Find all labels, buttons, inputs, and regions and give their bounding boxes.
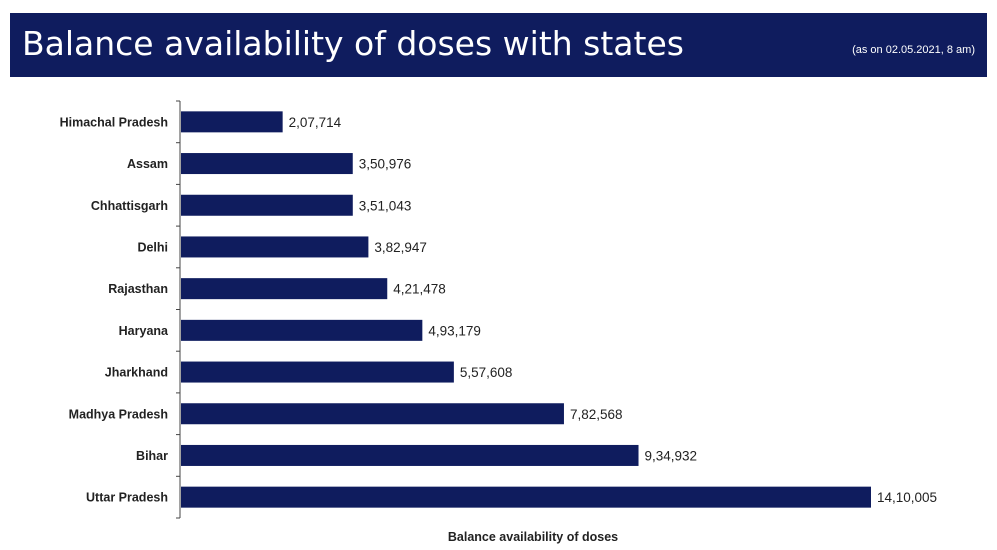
- bar: [181, 361, 454, 383]
- bar: [181, 486, 871, 508]
- data-label: 3,50,976: [359, 157, 412, 172]
- x-axis-label: Balance availability of doses: [448, 530, 618, 544]
- bar: [181, 153, 353, 175]
- bar: [181, 319, 423, 341]
- bar: [181, 278, 388, 300]
- data-label: 5,57,608: [460, 365, 513, 380]
- category-label: Delhi: [137, 240, 168, 254]
- category-label: Haryana: [119, 324, 169, 338]
- category-label: Assam: [127, 157, 168, 171]
- category-label: Madhya Pradesh: [69, 407, 168, 421]
- category-label: Chhattisgarh: [91, 199, 168, 213]
- data-label: 3,51,043: [359, 198, 412, 213]
- category-label: Bihar: [136, 449, 168, 463]
- data-label: 3,82,947: [374, 240, 427, 255]
- data-label: 4,21,478: [393, 282, 446, 297]
- date-note: (as on 02.05.2021, 8 am): [852, 44, 975, 56]
- bar: [181, 236, 369, 258]
- data-label: 2,07,714: [289, 115, 342, 130]
- data-label: 9,34,932: [645, 448, 698, 463]
- category-label: Jharkhand: [105, 366, 168, 380]
- page-title: Balance availability of doses with state…: [22, 24, 684, 63]
- data-label: 14,10,005: [877, 490, 937, 505]
- bar: [181, 194, 353, 216]
- category-label: Himachal Pradesh: [60, 115, 168, 129]
- category-label: Rajasthan: [108, 282, 168, 296]
- data-label: 7,82,568: [570, 407, 623, 422]
- category-label: Uttar Pradesh: [86, 491, 168, 505]
- title-banner: Balance availability of doses with state…: [10, 13, 987, 77]
- bar: [181, 111, 283, 133]
- data-label: 4,93,179: [428, 323, 481, 338]
- bar: [181, 403, 564, 425]
- bar: [181, 444, 639, 466]
